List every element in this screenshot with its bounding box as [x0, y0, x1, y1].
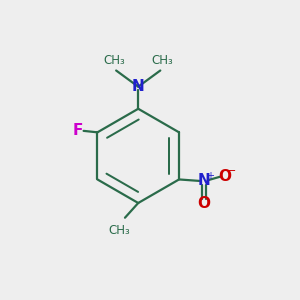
Text: N: N — [132, 79, 145, 94]
Text: O: O — [197, 196, 211, 211]
Text: CH₃: CH₃ — [104, 54, 125, 67]
Text: O: O — [219, 169, 232, 184]
Text: −: − — [226, 166, 236, 176]
Text: F: F — [73, 123, 83, 138]
Text: N: N — [198, 173, 210, 188]
Text: CH₃: CH₃ — [151, 54, 173, 67]
Text: +: + — [206, 171, 214, 181]
Text: CH₃: CH₃ — [109, 224, 130, 238]
